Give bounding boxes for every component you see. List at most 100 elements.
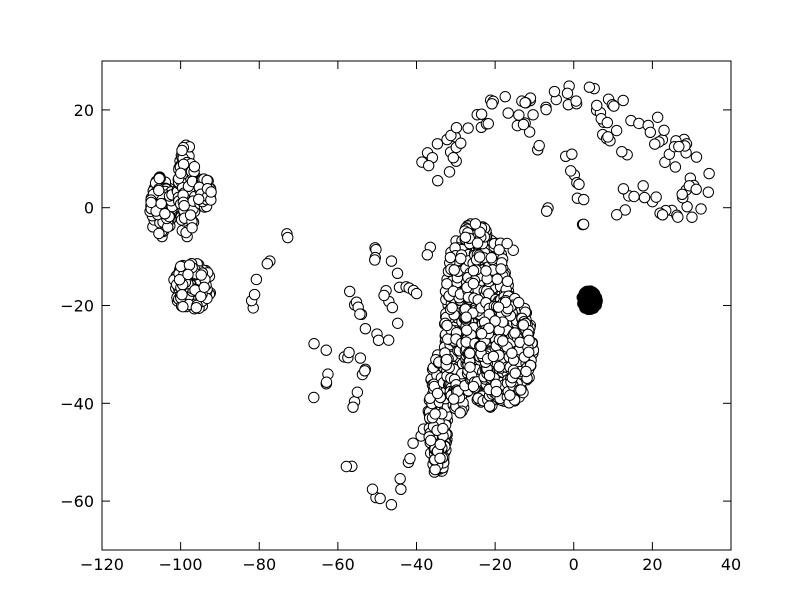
scatter-point — [483, 369, 496, 382]
scatter-point — [184, 209, 197, 221]
scatter-point — [590, 296, 602, 308]
scatter-point — [480, 265, 492, 277]
scatter-point — [523, 346, 535, 358]
scatter-point — [517, 319, 530, 331]
scatter-point — [188, 161, 201, 173]
scatter-point — [366, 483, 379, 495]
scatter-point — [492, 301, 505, 313]
scatter-point — [382, 334, 395, 346]
scatter-point — [369, 254, 381, 266]
scatter-point — [619, 204, 631, 216]
y-tick-label: 0 — [84, 199, 94, 218]
scatter-point — [385, 499, 398, 511]
scatter-point — [512, 296, 525, 309]
scatter-point — [434, 452, 446, 465]
scatter-point — [392, 317, 404, 329]
scatter-point — [182, 268, 194, 281]
scatter-point — [282, 231, 294, 244]
scatter-point — [506, 347, 518, 359]
scatter-point — [445, 129, 457, 142]
scatter-point — [462, 122, 474, 134]
scatter-point — [515, 384, 527, 396]
scatter-point — [527, 109, 539, 121]
scatter-point — [591, 99, 603, 112]
x-tick-label: −100 — [159, 555, 203, 574]
y-axis-tick-labels: 20 0 −20 −40 −60 — [60, 101, 94, 511]
scatter-point — [651, 111, 664, 123]
scatter-point — [422, 159, 435, 172]
scatter-point — [497, 335, 509, 347]
scatter-point — [464, 361, 476, 373]
scatter-point — [444, 251, 457, 264]
scatter-point — [504, 389, 516, 401]
scatter-point — [690, 183, 702, 196]
scatter-point — [616, 146, 628, 158]
scatter-point — [583, 81, 596, 93]
scatter-point — [441, 278, 453, 290]
scatter-point — [429, 408, 441, 420]
scatter-point — [431, 387, 444, 400]
scatter-point — [565, 165, 577, 177]
scatter-point — [573, 178, 585, 191]
scatter-point — [248, 288, 261, 301]
scatter-point — [425, 434, 437, 447]
scatter-point — [374, 492, 386, 505]
scatter-point — [467, 265, 480, 277]
scatter-point — [173, 274, 186, 286]
scatter-point — [540, 103, 552, 116]
scatter-point — [378, 289, 390, 302]
scatter-point — [486, 98, 498, 110]
scatter-point — [391, 267, 404, 279]
scatter-point — [320, 344, 332, 356]
y-tick-label: 20 — [74, 101, 94, 120]
x-tick-label: −20 — [478, 555, 512, 574]
scatter-point — [611, 209, 623, 221]
scatter-point — [421, 249, 434, 261]
y-tick-label: −40 — [60, 394, 94, 413]
scatter-point — [650, 191, 662, 203]
scatter-point — [372, 334, 385, 347]
scatter-point — [495, 263, 507, 275]
scatter-point — [617, 94, 629, 107]
scatter-point — [540, 205, 553, 217]
scatter-point — [501, 275, 514, 287]
scatter-point — [410, 287, 423, 300]
x-tick-label: −80 — [242, 555, 276, 574]
scatter-point — [450, 121, 463, 134]
scatter-point — [431, 138, 444, 150]
scatter-point — [509, 327, 521, 339]
scatter-point — [467, 380, 480, 393]
scatter-point — [443, 166, 456, 178]
scatter-point — [394, 473, 406, 485]
scatter-point — [644, 126, 657, 139]
scatter-point — [482, 117, 494, 130]
scatter-point — [176, 288, 188, 301]
scatter-point — [523, 126, 536, 138]
scatter-point — [437, 422, 449, 435]
scatter-point — [523, 334, 535, 347]
scatter-point — [186, 222, 198, 234]
scatter-point — [673, 140, 685, 153]
scatter-point — [628, 190, 640, 203]
scatter-point — [308, 338, 320, 350]
scatter-point — [509, 367, 522, 379]
scatter-point — [190, 301, 203, 314]
scatter-point — [441, 353, 453, 366]
scatter-point — [351, 386, 364, 398]
scatter-point — [487, 350, 500, 363]
scatter-point — [446, 301, 458, 314]
scatter-point — [638, 191, 651, 204]
scatter-point — [429, 463, 441, 476]
scatter-point — [658, 124, 670, 137]
scatter-points-white — [144, 80, 715, 511]
scatter-point — [347, 401, 359, 413]
scatter-point — [354, 308, 366, 320]
scatter-point — [320, 376, 333, 388]
scatter-point — [493, 244, 505, 256]
scatter-point — [502, 107, 514, 119]
scatter-point — [198, 281, 210, 293]
scatter-point — [617, 183, 630, 195]
scatter-point — [434, 438, 446, 451]
y-tick-label: −60 — [60, 492, 94, 511]
